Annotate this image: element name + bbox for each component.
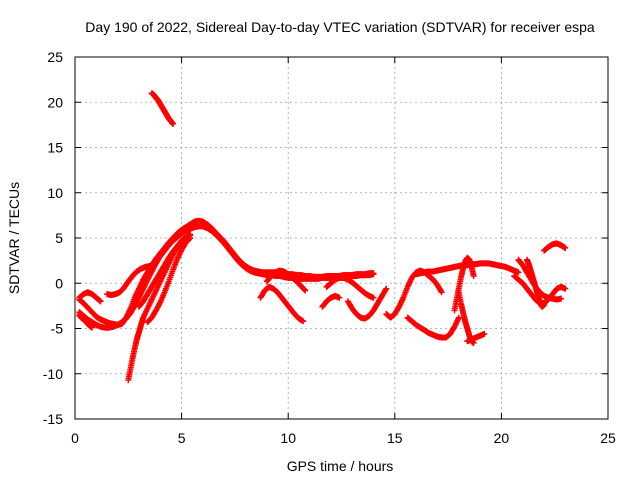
series-arc-3 — [76, 311, 96, 331]
y-tick-label: 5 — [55, 230, 63, 246]
data-point — [89, 324, 96, 331]
data-point — [336, 294, 343, 301]
data-point — [302, 287, 309, 294]
series-arc-15 — [383, 267, 445, 321]
series-arc-4 — [76, 289, 104, 305]
x-tick-labels: 0 5 10 15 20 25 — [71, 430, 616, 446]
series-arc-16 — [404, 314, 462, 341]
y-tick-labels: -15 -10 -5 0 5 10 15 20 25 — [43, 49, 63, 427]
data-point — [455, 314, 462, 321]
plot-frame — [74, 56, 609, 420]
data-point — [562, 285, 569, 292]
x-tick-label: 10 — [280, 430, 296, 446]
x-tick-label: 5 — [178, 430, 186, 446]
series-arc-10 — [257, 283, 307, 325]
data-point — [437, 288, 444, 295]
series-arc-7 — [135, 231, 194, 310]
series-arc-13 — [323, 274, 377, 301]
data-point — [562, 244, 569, 251]
grid-lines — [75, 57, 608, 419]
x-tick-label: 25 — [600, 430, 616, 446]
series-arc-2 — [76, 223, 377, 331]
data-point — [301, 286, 308, 293]
y-tick-label: 15 — [47, 140, 63, 156]
y-tick-label: -10 — [43, 366, 63, 382]
series-arc-20 — [413, 260, 522, 278]
data-point — [541, 301, 548, 308]
y-tick-label: 0 — [55, 275, 63, 291]
data-point — [515, 269, 522, 276]
y-tick-label: 20 — [47, 94, 63, 110]
data-point — [97, 298, 104, 305]
data-point — [470, 273, 477, 280]
y-tick-label: 10 — [47, 185, 63, 201]
y-tick-label: -5 — [51, 321, 64, 337]
series-arc-12 — [319, 292, 343, 310]
y-tick-label: -15 — [43, 411, 63, 427]
x-tick-label: 0 — [71, 430, 79, 446]
series-arc-6 — [144, 235, 194, 326]
x-axis-label: GPS time / hours — [287, 458, 394, 474]
x-tick-label: 15 — [387, 430, 403, 446]
series-arc-9 — [148, 90, 177, 127]
series-arc-1 — [76, 217, 377, 328]
data-point — [300, 318, 307, 325]
data-point — [170, 120, 177, 127]
series-arc-23 — [541, 240, 569, 254]
x-tick-label: 20 — [494, 430, 510, 446]
y-axis-label: SDTVAR / TECUs — [6, 182, 22, 294]
data-point — [438, 289, 445, 296]
series-arc-8 — [103, 262, 157, 299]
chart-title: Day 190 of 2022, Sidereal Day-to-day VTE… — [85, 19, 595, 35]
series-arc-24 — [523, 256, 548, 310]
data-point — [382, 286, 389, 293]
data-point — [187, 231, 194, 238]
data-point — [383, 285, 390, 292]
series-arc-19 — [464, 330, 488, 345]
series-arc-11 — [263, 267, 309, 294]
data-point — [370, 271, 377, 278]
data-point — [370, 294, 377, 301]
data-point — [558, 295, 565, 302]
data-point — [481, 330, 488, 337]
y-tick-label: 25 — [47, 49, 63, 65]
series-arc-14 — [344, 285, 390, 322]
data-point — [150, 262, 157, 269]
data-series — [76, 90, 569, 384]
